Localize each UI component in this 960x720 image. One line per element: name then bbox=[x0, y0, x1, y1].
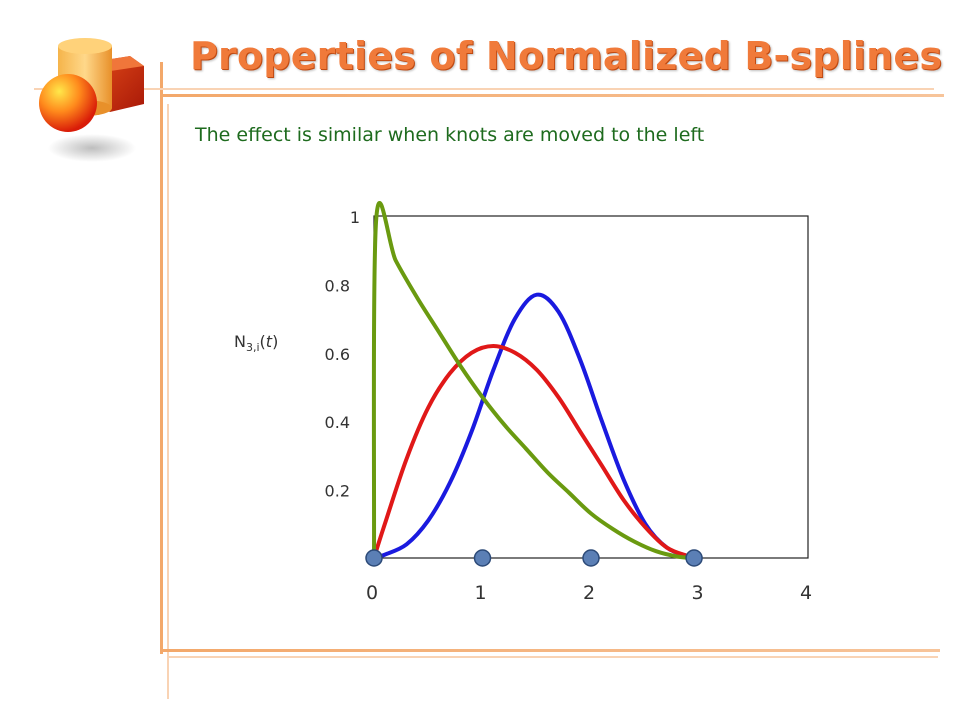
left-accent-line-light bbox=[167, 104, 169, 699]
x-tick-label: 1 bbox=[475, 582, 487, 604]
series-line-2 bbox=[372, 344, 697, 560]
top-accent-line bbox=[160, 94, 944, 97]
x-tick-label: 0 bbox=[366, 582, 378, 604]
y-axis-label-var: t bbox=[266, 332, 273, 351]
bottom-accent-line-light bbox=[168, 656, 938, 658]
shapes-logo-icon bbox=[39, 38, 144, 162]
knot-marker bbox=[582, 549, 600, 567]
left-accent-line bbox=[160, 62, 163, 654]
x-tick-label: 2 bbox=[583, 582, 595, 604]
y-tick-label: 0.6 bbox=[325, 345, 350, 364]
knot-marker bbox=[365, 549, 383, 567]
slide-title: Properties of Normalized B-splines bbox=[190, 34, 943, 78]
x-tick-labels: 0 1 2 3 4 bbox=[366, 582, 812, 604]
y-tick-label: 0.4 bbox=[325, 413, 350, 432]
y-axis-label-sub: 3,i bbox=[246, 341, 260, 354]
slide-subtitle: The effect is similar when knots are mov… bbox=[195, 124, 705, 146]
top-accent-line-light bbox=[34, 88, 934, 90]
y-axis-label-base: N bbox=[234, 332, 246, 351]
x-tick-label: 3 bbox=[692, 582, 704, 604]
series-line-3 bbox=[371, 201, 697, 560]
knot-marker bbox=[473, 549, 492, 567]
y-axis-label-close: ) bbox=[272, 332, 278, 351]
knot-marker bbox=[685, 549, 703, 567]
x-tick-label: 4 bbox=[800, 582, 812, 604]
y-tick-label: 0.8 bbox=[325, 276, 350, 295]
y-tick-label: 1 bbox=[350, 208, 360, 227]
y-tick-labels: 0.2 0.4 0.6 0.8 1 bbox=[325, 208, 360, 501]
series-layer bbox=[371, 201, 697, 560]
y-axis-label: N3,i(t) bbox=[234, 332, 278, 354]
series-line-1 bbox=[372, 292, 697, 560]
knot-layer bbox=[365, 549, 703, 567]
y-axis-label-open: ( bbox=[260, 332, 266, 351]
bottom-accent-line bbox=[160, 649, 940, 652]
y-tick-label: 0.2 bbox=[325, 482, 350, 501]
